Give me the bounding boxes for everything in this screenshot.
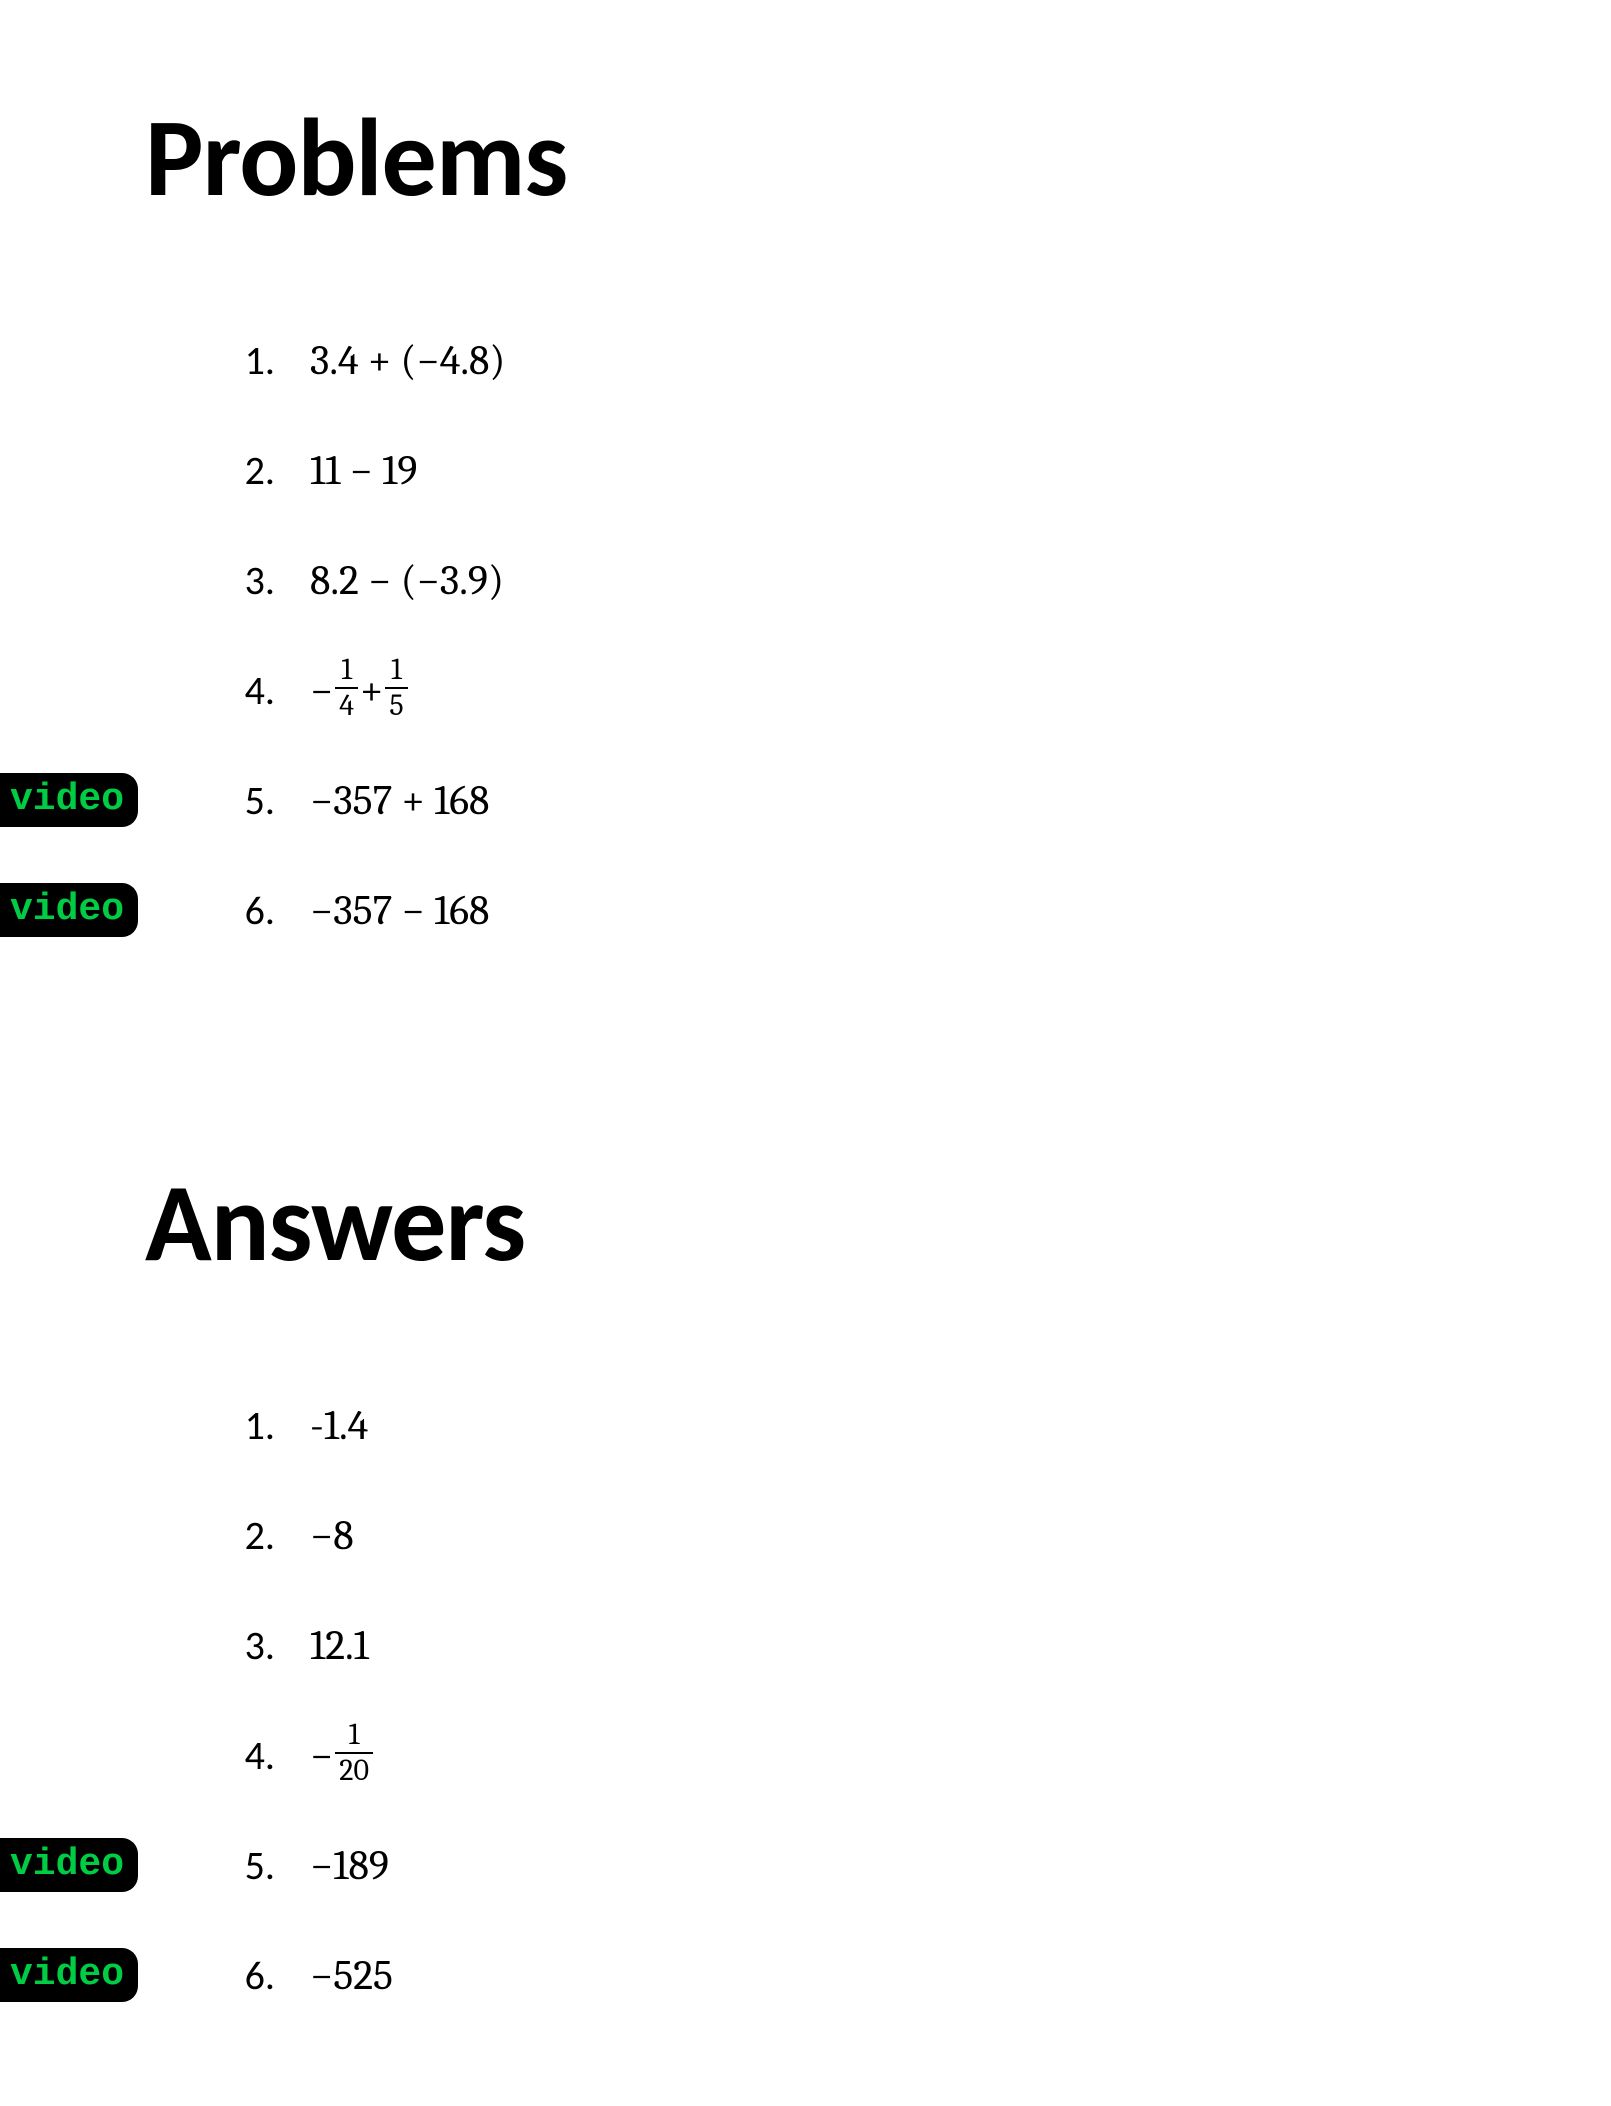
item-content: −357 − 168 [310,886,489,935]
item-content: 8.2 − (−3.9) [310,556,504,605]
item-number: 4. [205,1731,275,1780]
item-content: 3.4 + (−4.8) [310,336,505,385]
video-badge[interactable]: video [0,773,138,827]
expression-text: 3.4 + (−4.8) [310,336,505,385]
fraction-numerator: 1 [387,655,406,687]
fraction-denominator: 20 [335,1752,373,1786]
list-item: video 5. −189 [0,1810,1611,1920]
item-number: 1. [205,1401,275,1450]
item-number: 5. [205,1841,275,1890]
answers-section: Answers 1.-1.42.−83.12.14.− 120video5.−1… [0,1115,1611,2030]
fraction: 14 [335,655,358,721]
item-content: 11 − 19 [310,446,417,495]
video-badge[interactable]: video [0,1838,138,1892]
list-item: 2. 11 − 19 [0,415,1611,525]
fraction-numerator: 1 [337,655,356,687]
item-number: 5. [205,776,275,825]
fraction-denominator: 4 [335,687,358,721]
item-number: 2. [205,446,275,495]
item-content: −357 + 168 [310,776,489,825]
item-content: −525 [310,1951,393,2000]
list-item: video 5. −357 + 168 [0,745,1611,855]
expression-text: −357 + 168 [310,776,489,825]
problems-section: Problems 1. 3.4 + (−4.8) 2. 11 − 19 3. 8.2 − … [0,0,1611,1115]
item-number: 3. [205,1621,275,1670]
problems-title: Problems [0,90,1611,225]
expression-operator: + [360,666,383,715]
list-item: video 6. −357 − 168 [0,855,1611,965]
item-content: −14 + 15 [310,657,410,723]
fraction: 120 [335,1720,373,1786]
item-number: 1. [205,336,275,385]
list-item: video 6. −525 [0,1920,1611,2030]
list-item: 1. -1.4 [0,1370,1611,1480]
expression-prefix: − [310,666,333,715]
expression-text: 8.2 − (−3.9) [310,556,504,605]
list-item: 3. 12.1 [0,1590,1611,1700]
item-content: − 120 [310,1722,375,1788]
expression-text: −8 [310,1511,354,1560]
list-item: 4.−14 + 15 [0,635,1611,745]
expression-prefix: − [310,1731,333,1780]
item-content: −8 [310,1511,354,1560]
problems-list: 1.3.4 + (−4.8)2.11 − 193.8.2 − (−3.9)4.−… [0,305,1611,965]
expression-text: −357 − 168 [310,886,489,935]
expression-text: -1.4 [310,1401,368,1450]
video-badge[interactable]: video [0,1948,138,2002]
list-item: 2. −8 [0,1480,1611,1590]
list-item: 1. 3.4 + (−4.8) [0,305,1611,415]
fraction-numerator: 1 [345,1720,364,1752]
answers-title: Answers [0,1155,1611,1290]
fraction-denominator: 5 [385,687,407,721]
fraction: 15 [385,655,407,721]
expression-text: 11 − 19 [310,446,417,495]
answers-list: 1.-1.42.−83.12.14.− 120video5.−189video6… [0,1370,1611,2030]
video-badge[interactable]: video [0,883,138,937]
expression-text: −189 [310,1841,389,1890]
item-number: 4. [205,666,275,715]
item-number: 6. [205,1951,275,2000]
item-content: −189 [310,1841,389,1890]
item-content: 12.1 [310,1621,369,1670]
item-number: 6. [205,886,275,935]
item-content: -1.4 [310,1401,368,1450]
expression-text: 12.1 [310,1621,369,1670]
list-item: 3. 8.2 − (−3.9) [0,525,1611,635]
item-number: 3. [205,556,275,605]
expression-text: −525 [310,1951,393,2000]
item-number: 2. [205,1511,275,1560]
list-item: 4.− 120 [0,1700,1611,1810]
